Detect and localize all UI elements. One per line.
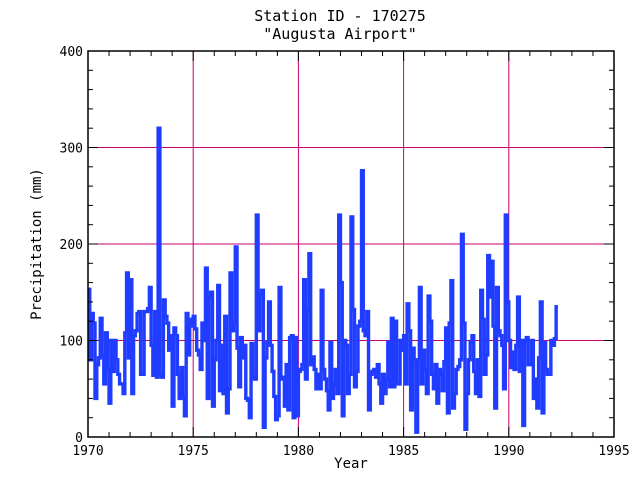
chart-title: Station ID - 170275: [254, 7, 426, 25]
axis-ticks: [87, 50, 615, 438]
x-tick-label-1975: 1975: [178, 444, 209, 459]
precipitation-series-line: [88, 126, 558, 434]
x-tick-label-1985: 1985: [388, 444, 419, 459]
y-tick-label-0: 0: [75, 431, 83, 446]
x-axis-label: Year: [334, 456, 368, 472]
y-axis-label: Precipitation (mm): [29, 168, 45, 320]
chart-subtitle: "Augusta Airport": [263, 25, 417, 43]
x-tick-label-1980: 1980: [283, 444, 314, 459]
x-tick-labels: 1970 1975 1980 1985 1990 1995: [72, 444, 629, 459]
x-tick-label-1995: 1995: [598, 444, 629, 459]
y-tick-labels: 0 100 200 300 400: [60, 45, 83, 446]
y-tick-label-200: 200: [60, 238, 83, 253]
y-tick-label-400: 400: [60, 45, 83, 60]
x-tick-label-1990: 1990: [493, 444, 524, 459]
y-tick-label-300: 300: [60, 142, 83, 157]
x-tick-label-1970: 1970: [72, 444, 103, 459]
y-tick-label-100: 100: [60, 335, 83, 350]
